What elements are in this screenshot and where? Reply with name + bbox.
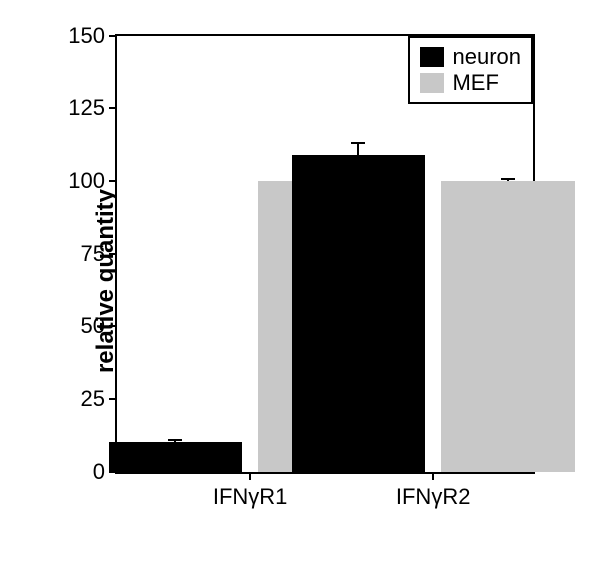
legend-swatch-mef [420, 73, 444, 93]
error-bar [174, 440, 176, 443]
x-tick-label: IFNγR2 [396, 484, 471, 510]
bar-mef [441, 181, 574, 472]
plot-area: neuron MEF 0255075100125150IFNγR1IFNγR2 [115, 34, 535, 474]
y-tick [109, 107, 117, 109]
legend-label: MEF [452, 70, 498, 96]
y-tick [109, 180, 117, 182]
y-tick-label: 150 [68, 23, 105, 49]
y-tick-label: 100 [68, 168, 105, 194]
y-tick-label: 75 [81, 241, 105, 267]
legend-label: neuron [452, 44, 521, 70]
y-tick-label: 25 [81, 386, 105, 412]
x-tick [432, 472, 434, 480]
bar-neuron [109, 442, 242, 471]
y-tick-label: 125 [68, 95, 105, 121]
chart-container: relative quantity neuron MEF 02550751001… [20, 16, 580, 546]
legend-item: neuron [420, 44, 521, 70]
y-tick [109, 398, 117, 400]
y-tick-label: 50 [81, 313, 105, 339]
x-tick [249, 472, 251, 480]
legend: neuron MEF [408, 36, 533, 104]
x-tick-label: IFNγR1 [213, 484, 288, 510]
legend-swatch-neuron [420, 47, 444, 67]
bar-neuron [292, 155, 425, 472]
error-bar [507, 179, 509, 180]
y-tick [109, 253, 117, 255]
y-tick-label: 0 [93, 459, 105, 485]
legend-item: MEF [420, 70, 521, 96]
y-tick [109, 325, 117, 327]
y-tick [109, 35, 117, 37]
error-bar [357, 143, 359, 155]
